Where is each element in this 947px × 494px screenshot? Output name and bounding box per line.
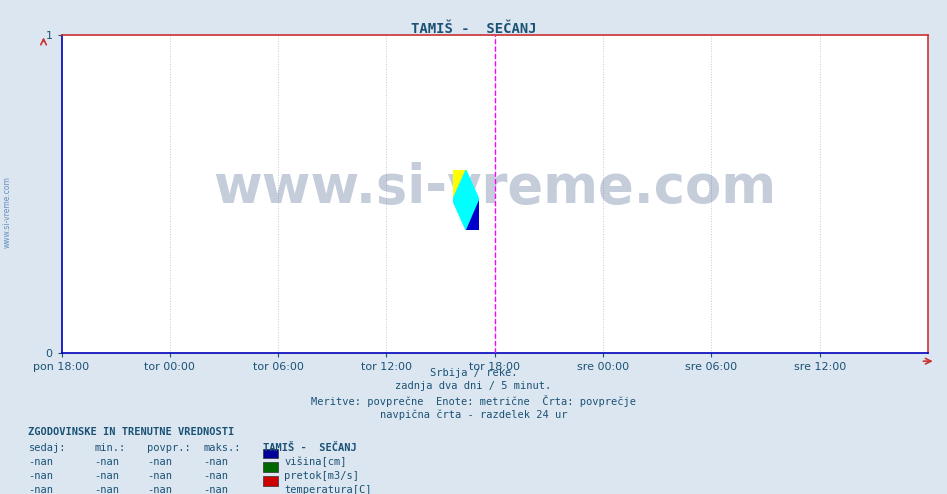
Text: -nan: -nan xyxy=(147,457,171,467)
Text: sedaj:: sedaj: xyxy=(28,443,66,453)
Text: Meritve: povprečne  Enote: metrične  Črta: povprečje: Meritve: povprečne Enote: metrične Črta:… xyxy=(311,395,636,407)
Text: -nan: -nan xyxy=(147,471,171,481)
Text: -nan: -nan xyxy=(28,457,53,467)
Text: navpična črta - razdelek 24 ur: navpična črta - razdelek 24 ur xyxy=(380,409,567,419)
Polygon shape xyxy=(466,200,479,230)
Polygon shape xyxy=(453,170,479,230)
Text: TAMIŠ -  SEČANJ: TAMIŠ - SEČANJ xyxy=(263,443,357,453)
Text: TAMIŠ -  SEČANJ: TAMIŠ - SEČANJ xyxy=(411,22,536,36)
Text: -nan: -nan xyxy=(204,471,228,481)
Text: maks.:: maks.: xyxy=(204,443,241,453)
Text: www.si-vreme.com: www.si-vreme.com xyxy=(3,176,12,248)
Text: -nan: -nan xyxy=(95,471,119,481)
Text: -nan: -nan xyxy=(147,485,171,494)
Text: -nan: -nan xyxy=(204,485,228,494)
Text: temperatura[C]: temperatura[C] xyxy=(284,485,371,494)
Text: ZGODOVINSKE IN TRENUTNE VREDNOSTI: ZGODOVINSKE IN TRENUTNE VREDNOSTI xyxy=(28,427,235,437)
Text: zadnja dva dni / 5 minut.: zadnja dva dni / 5 minut. xyxy=(396,381,551,391)
Text: -nan: -nan xyxy=(95,485,119,494)
Text: Srbija / reke.: Srbija / reke. xyxy=(430,368,517,378)
Text: -nan: -nan xyxy=(28,471,53,481)
Text: www.si-vreme.com: www.si-vreme.com xyxy=(213,162,777,213)
Text: višina[cm]: višina[cm] xyxy=(284,457,347,467)
Text: pretok[m3/s]: pretok[m3/s] xyxy=(284,471,359,481)
Polygon shape xyxy=(453,170,466,200)
Text: -nan: -nan xyxy=(204,457,228,467)
Text: -nan: -nan xyxy=(95,457,119,467)
Text: povpr.:: povpr.: xyxy=(147,443,190,453)
Text: min.:: min.: xyxy=(95,443,126,453)
Text: -nan: -nan xyxy=(28,485,53,494)
